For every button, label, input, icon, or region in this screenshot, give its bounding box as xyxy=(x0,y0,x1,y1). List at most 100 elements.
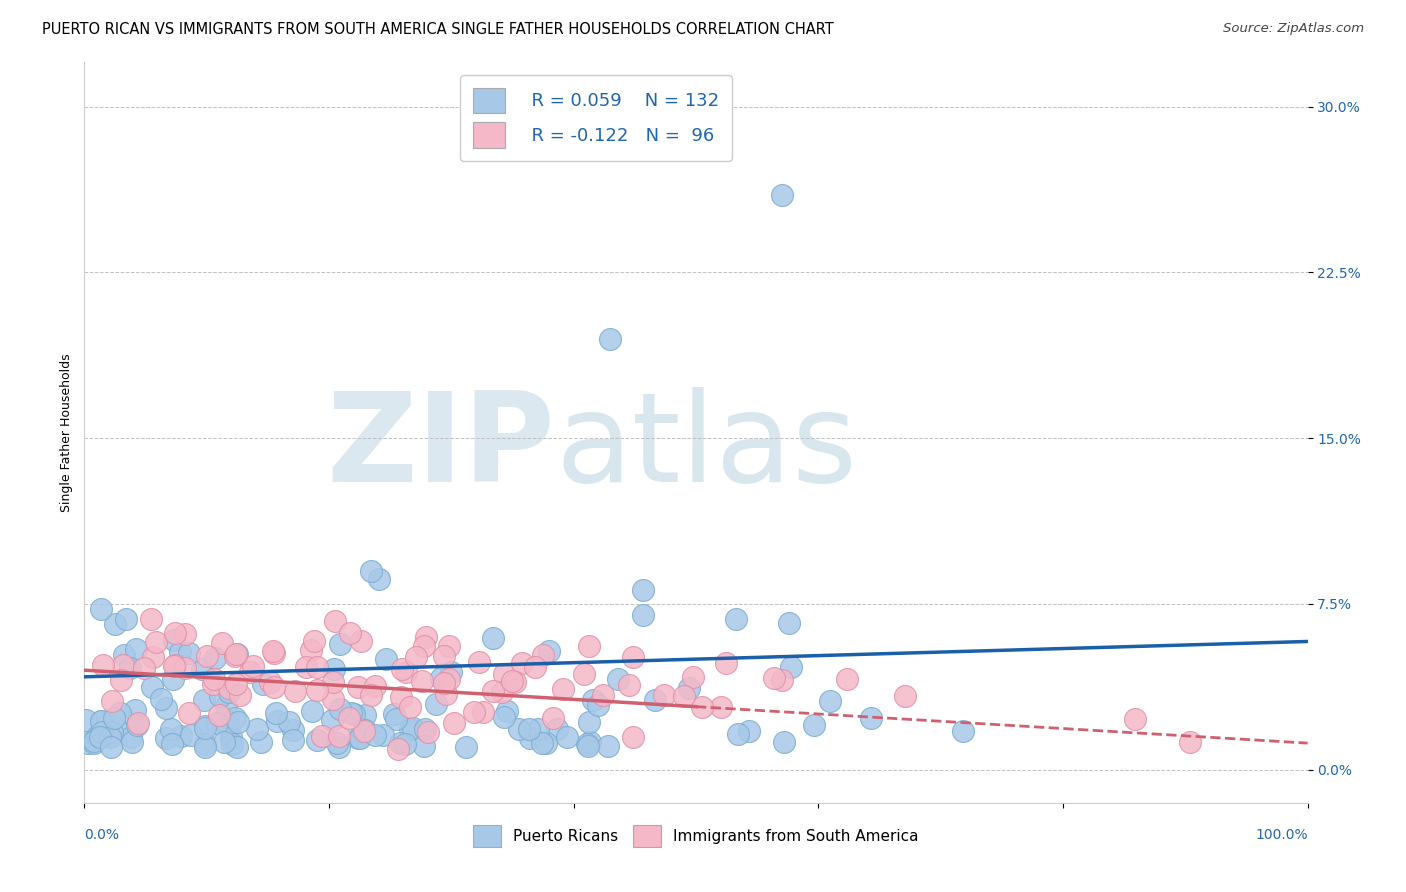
Point xyxy=(508,722,530,736)
Point xyxy=(124,703,146,717)
Point xyxy=(546,722,568,736)
Point xyxy=(363,679,385,693)
Point xyxy=(578,714,600,729)
Point xyxy=(738,724,761,739)
Point xyxy=(242,658,264,673)
Point xyxy=(337,711,360,725)
Point xyxy=(91,657,114,672)
Point xyxy=(398,700,420,714)
Y-axis label: Single Father Households: Single Father Households xyxy=(60,353,73,512)
Point xyxy=(278,714,301,729)
Point xyxy=(1178,735,1201,749)
Legend: Puerto Ricans, Immigrants from South America: Puerto Ricans, Immigrants from South Ame… xyxy=(465,817,927,855)
Point xyxy=(389,690,412,705)
Point xyxy=(311,730,333,744)
Point xyxy=(149,692,172,706)
Point xyxy=(204,651,226,665)
Point xyxy=(225,677,247,691)
Point xyxy=(682,670,704,684)
Point xyxy=(346,680,368,694)
Point xyxy=(779,659,801,673)
Point xyxy=(177,646,200,660)
Point xyxy=(633,582,655,597)
Point xyxy=(262,644,284,658)
Point xyxy=(710,700,733,714)
Text: Source: ZipAtlas.com: Source: ZipAtlas.com xyxy=(1223,22,1364,36)
Point xyxy=(621,649,644,664)
Point xyxy=(89,730,111,744)
Point xyxy=(100,740,122,755)
Point xyxy=(443,715,465,730)
Point xyxy=(690,700,713,714)
Point xyxy=(193,692,215,706)
Point xyxy=(541,711,564,725)
Point xyxy=(195,648,218,663)
Point xyxy=(770,188,793,202)
Point xyxy=(329,702,352,716)
Point xyxy=(212,735,235,749)
Point xyxy=(202,677,225,691)
Point xyxy=(415,631,437,645)
Point xyxy=(163,658,186,673)
Point xyxy=(169,729,191,743)
Point xyxy=(323,614,346,628)
Point xyxy=(371,728,394,742)
Point xyxy=(118,661,141,675)
Point xyxy=(578,734,600,748)
Point xyxy=(384,712,406,726)
Point xyxy=(112,648,135,662)
Point xyxy=(416,724,439,739)
Point xyxy=(492,710,515,724)
Point xyxy=(145,634,167,648)
Point xyxy=(180,728,202,742)
Point xyxy=(340,706,363,720)
Point xyxy=(672,689,695,703)
Point xyxy=(454,739,477,754)
Point xyxy=(572,667,595,681)
Point xyxy=(218,681,240,696)
Point xyxy=(281,732,304,747)
Point xyxy=(463,705,485,719)
Point xyxy=(835,672,858,686)
Text: 100.0%: 100.0% xyxy=(1256,828,1308,842)
Point xyxy=(533,648,555,662)
Point xyxy=(402,721,425,735)
Point xyxy=(263,680,285,694)
Point xyxy=(353,707,375,722)
Point xyxy=(482,631,505,645)
Point xyxy=(360,688,382,702)
Point xyxy=(305,733,328,747)
Point xyxy=(434,687,457,701)
Point xyxy=(121,735,143,749)
Point xyxy=(162,659,184,673)
Point xyxy=(413,739,436,754)
Point xyxy=(194,740,217,755)
Point xyxy=(437,672,460,686)
Point xyxy=(430,671,453,685)
Point xyxy=(162,632,184,647)
Point xyxy=(202,672,225,686)
Point xyxy=(266,714,288,728)
Point xyxy=(194,737,217,751)
Point xyxy=(301,704,323,718)
Point xyxy=(141,680,163,694)
Point xyxy=(108,706,131,720)
Point xyxy=(555,730,578,744)
Point xyxy=(778,616,800,631)
Point xyxy=(205,715,228,730)
Point xyxy=(322,662,344,676)
Point xyxy=(652,688,675,702)
Point xyxy=(343,706,366,721)
Point xyxy=(259,675,281,690)
Point xyxy=(127,716,149,731)
Point xyxy=(893,690,915,704)
Point xyxy=(307,659,329,673)
Point xyxy=(224,649,246,664)
Point xyxy=(225,647,247,661)
Point xyxy=(347,731,370,746)
Point xyxy=(302,634,325,648)
Point xyxy=(491,685,513,699)
Point xyxy=(501,674,523,689)
Point xyxy=(349,731,371,746)
Point xyxy=(179,706,201,721)
